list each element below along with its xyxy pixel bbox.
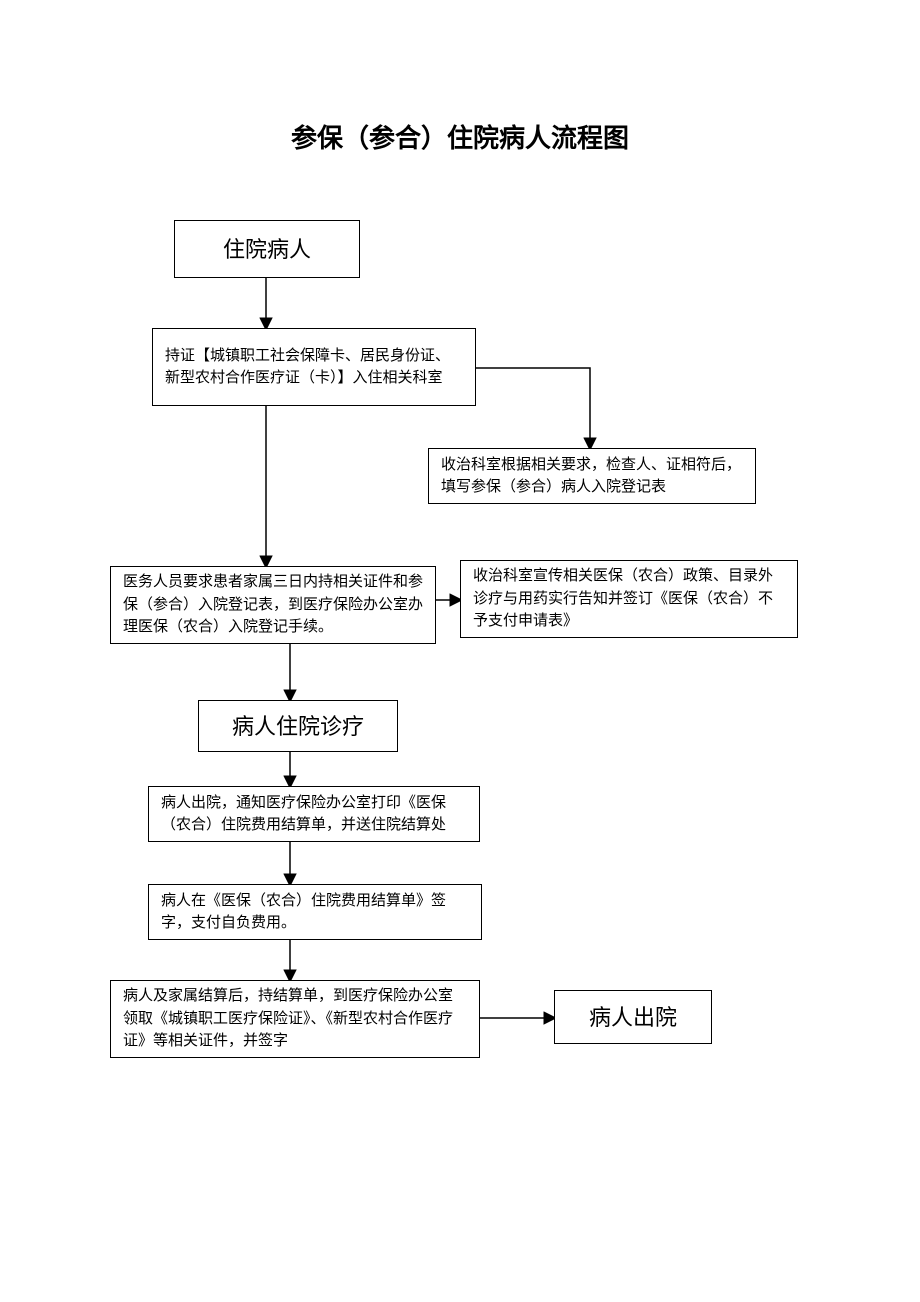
flow-node-n9: 病人及家属结算后，持结算单，到医疗保险办公室领取《城镇职工医疗保险证》、《新型农…	[110, 980, 480, 1058]
flow-node-n8: 病人在《医保（农合）住院费用结算单》签字，支付自负费用。	[148, 884, 482, 940]
flow-edge-1	[476, 368, 590, 448]
flow-node-n5: 收治科室宣传相关医保（农合）政策、目录外诊疗与用药实行告知并签订《医保（农合）不…	[460, 560, 798, 638]
flow-node-n2: 持证【城镇职工社会保障卡、居民身份证、新型农村合作医疗证（卡）】入住相关科室	[152, 328, 476, 406]
flow-node-n1: 住院病人	[174, 220, 360, 278]
flow-arrows	[0, 0, 920, 1302]
flow-node-n7: 病人出院，通知医疗保险办公室打印《医保（农合）住院费用结算单，并送住院结算处	[148, 786, 480, 842]
diagram-title: 参保（参合）住院病人流程图	[0, 118, 920, 155]
flow-node-n3: 收治科室根据相关要求，检查人、证相符后，填写参保（参合）病人入院登记表	[428, 448, 756, 504]
flow-node-n6: 病人住院诊疗	[198, 700, 398, 752]
flow-node-n10: 病人出院	[554, 990, 712, 1044]
flow-node-n4: 医务人员要求患者家属三日内持相关证件和参保（参合）入院登记表，到医疗保险办公室办…	[110, 566, 436, 644]
